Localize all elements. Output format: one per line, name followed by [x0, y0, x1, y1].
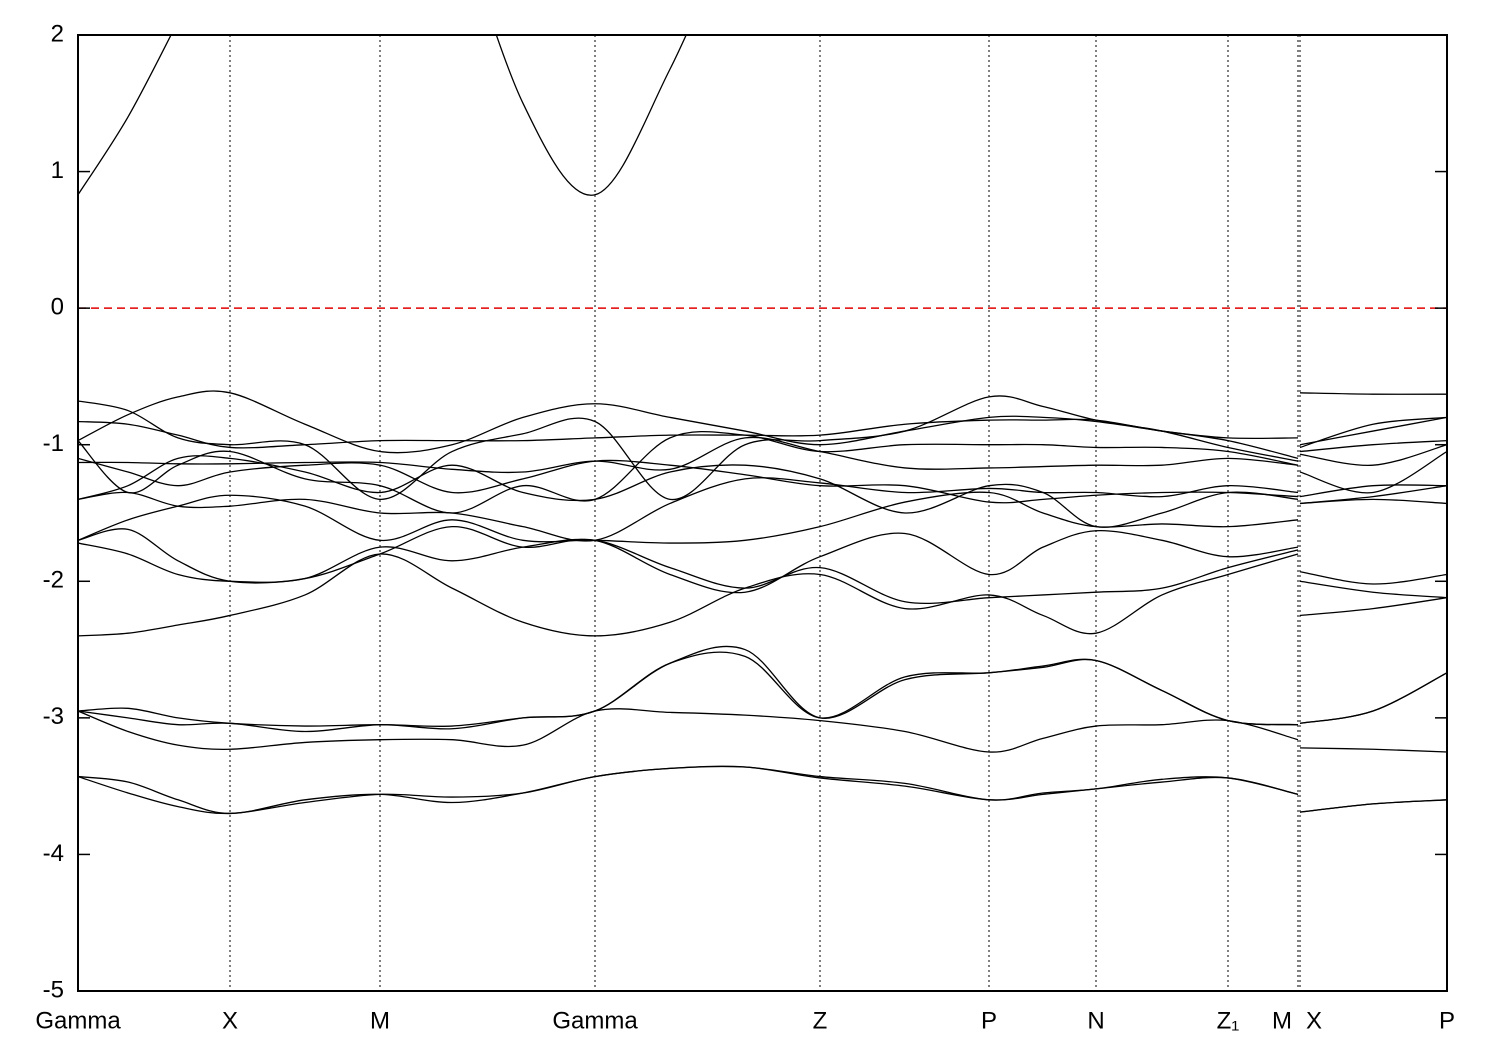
y-tick-label: 0 [51, 293, 64, 320]
x-tick-label: Z₁ [1217, 1007, 1240, 1034]
band-line [78, 430, 1447, 514]
y-tick-label: -4 [43, 840, 64, 867]
band-line [78, 538, 1447, 605]
x-tick-label: Gamma [552, 1007, 638, 1034]
band-line [78, 390, 1447, 460]
x-tick-label: P [981, 1007, 997, 1034]
x-tick-label: N [1087, 1007, 1104, 1034]
band-line [78, 645, 1447, 727]
band-line [78, 553, 1447, 637]
band-line [78, 765, 1447, 815]
band-line [78, 708, 1447, 753]
y-tick-label: 1 [51, 157, 64, 184]
band-line [78, 436, 1447, 474]
band-line [78, 457, 1447, 505]
grid [77, 35, 1448, 991]
band-line [78, 526, 1447, 594]
band-line [78, 35, 687, 196]
y-tick-label: -1 [43, 430, 64, 457]
x-tick-label: Gamma [35, 1007, 121, 1034]
x-tick-label: Z [813, 1007, 828, 1034]
x-tick-label: X [222, 1007, 238, 1034]
band-line [78, 477, 1447, 542]
x-tick-label: X [1306, 1007, 1322, 1034]
y-tick-label: -2 [43, 567, 64, 594]
plot-frame [77, 34, 1448, 992]
x-tick-label: P [1439, 1007, 1455, 1034]
band-line [78, 765, 1447, 815]
y-tick-label: -5 [43, 976, 64, 1003]
band-line [78, 651, 1447, 733]
x-tick-label: M [370, 1007, 390, 1034]
band-line [78, 450, 1447, 528]
y-tick-label: 2 [51, 20, 64, 47]
y-tick-label: -3 [43, 703, 64, 730]
band-line [78, 392, 1447, 501]
bands [78, 35, 1447, 815]
x-tick-label: M [1272, 1007, 1292, 1034]
